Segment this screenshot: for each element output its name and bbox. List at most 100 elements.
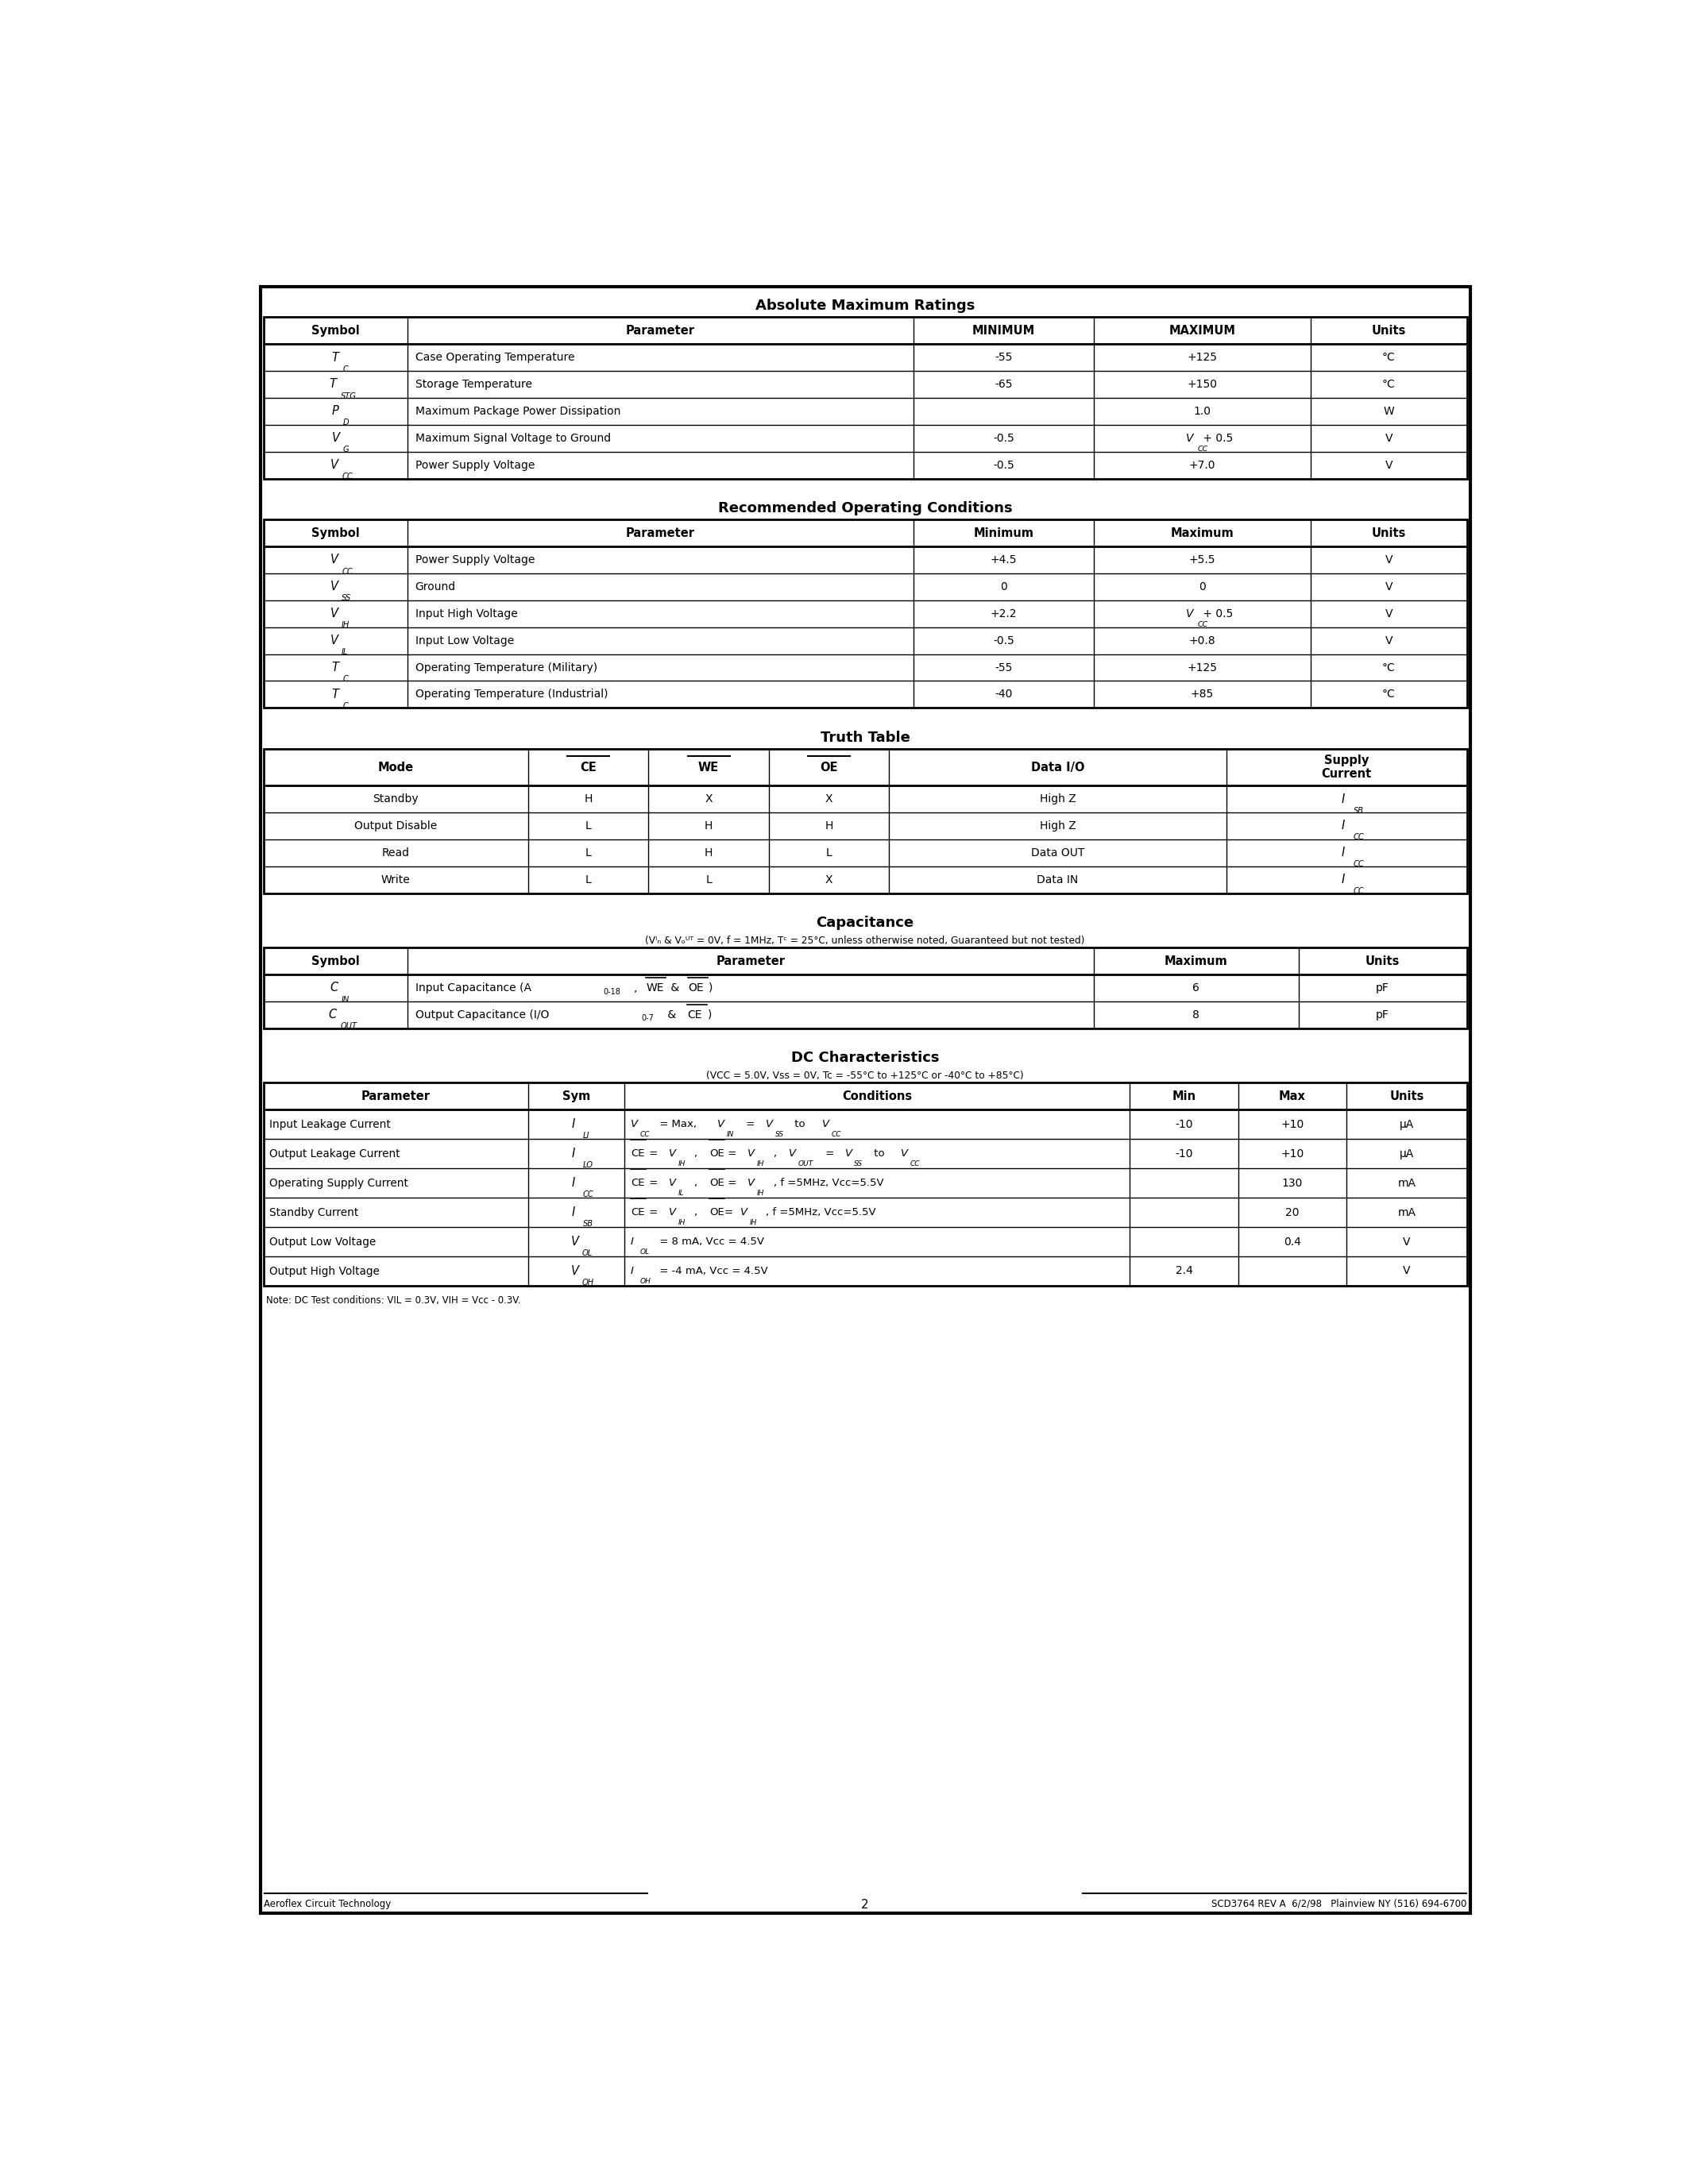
Text: ,: ,: [694, 1208, 701, 1216]
Text: IL: IL: [679, 1190, 684, 1197]
Text: IN: IN: [341, 996, 349, 1002]
Text: V: V: [329, 581, 338, 592]
Text: Sym: Sym: [562, 1090, 591, 1103]
Text: Maximum: Maximum: [1165, 954, 1227, 968]
Text: V: V: [901, 1149, 908, 1160]
Text: WE: WE: [647, 983, 663, 994]
Text: CC: CC: [830, 1131, 841, 1138]
Text: Ground: Ground: [415, 581, 456, 592]
Text: T: T: [329, 378, 336, 391]
Text: CE: CE: [687, 1009, 702, 1020]
Text: Minimum: Minimum: [974, 526, 1033, 539]
Text: 0.4: 0.4: [1283, 1236, 1301, 1247]
Text: mA: mA: [1398, 1208, 1416, 1219]
Text: LO: LO: [582, 1162, 592, 1168]
Text: Symbol: Symbol: [311, 954, 360, 968]
Text: V: V: [668, 1177, 675, 1188]
Text: V: V: [748, 1177, 755, 1188]
Text: -0.5: -0.5: [993, 636, 1014, 646]
Text: °C: °C: [1382, 688, 1396, 701]
Text: H: H: [584, 793, 592, 804]
Text: IL: IL: [341, 649, 348, 655]
Text: Data OUT: Data OUT: [1031, 847, 1084, 858]
Text: Parameter: Parameter: [626, 526, 695, 539]
Text: ): ): [707, 1009, 712, 1020]
Text: IH: IH: [341, 620, 349, 629]
Text: Mode: Mode: [378, 762, 414, 773]
Text: I: I: [631, 1267, 633, 1275]
Text: 6: 6: [1192, 983, 1200, 994]
Bar: [263, 1083, 1467, 1286]
Text: Write: Write: [381, 874, 410, 885]
Text: DC Characteristics: DC Characteristics: [792, 1051, 939, 1066]
Bar: [263, 948, 1467, 1029]
Text: I: I: [571, 1118, 576, 1131]
Text: Operating Temperature (Military): Operating Temperature (Military): [415, 662, 598, 673]
Text: Power Supply Voltage: Power Supply Voltage: [415, 555, 535, 566]
Text: Capacitance: Capacitance: [817, 915, 913, 930]
Text: OE: OE: [820, 762, 837, 773]
Text: ,: ,: [694, 1149, 701, 1160]
Text: CC: CC: [1354, 834, 1364, 841]
Text: Case Operating Temperature: Case Operating Temperature: [415, 352, 574, 363]
Text: CC: CC: [341, 472, 353, 480]
Text: I: I: [571, 1177, 576, 1188]
Text: V: V: [1403, 1265, 1411, 1278]
Text: IH: IH: [679, 1219, 685, 1227]
Text: V: V: [329, 607, 338, 620]
Text: &: &: [665, 1009, 680, 1020]
Text: Data IN: Data IN: [1036, 874, 1079, 885]
Text: Supply
Current: Supply Current: [1322, 753, 1372, 780]
Text: +85: +85: [1190, 688, 1214, 701]
Text: I: I: [1342, 819, 1345, 832]
Text: 130: 130: [1281, 1177, 1303, 1188]
Text: D: D: [343, 419, 349, 426]
Text: 1.0: 1.0: [1193, 406, 1210, 417]
Text: °C: °C: [1382, 662, 1396, 673]
Text: OL: OL: [640, 1249, 650, 1256]
Text: +2.2: +2.2: [991, 607, 1016, 620]
Text: 0: 0: [1198, 581, 1205, 592]
Text: OE: OE: [709, 1208, 724, 1216]
Text: High Z: High Z: [1040, 793, 1075, 804]
Text: Maximum: Maximum: [1170, 526, 1234, 539]
Text: V: V: [1384, 607, 1393, 620]
Text: IN: IN: [726, 1131, 734, 1138]
Text: WE: WE: [699, 762, 719, 773]
Text: -10: -10: [1175, 1149, 1193, 1160]
Text: MINIMUM: MINIMUM: [972, 325, 1035, 336]
Text: + 0.5: + 0.5: [1200, 432, 1234, 443]
Text: pF: pF: [1376, 1009, 1389, 1020]
Text: OE: OE: [709, 1177, 724, 1188]
Text: V: V: [1403, 1236, 1411, 1247]
Text: W: W: [1382, 406, 1394, 417]
Text: Units: Units: [1366, 954, 1399, 968]
Text: CC: CC: [1354, 860, 1364, 869]
Text: -0.5: -0.5: [993, 432, 1014, 443]
Text: V: V: [788, 1149, 795, 1160]
Text: Symbol: Symbol: [311, 526, 360, 539]
Text: T: T: [331, 662, 339, 673]
Text: I: I: [571, 1149, 576, 1160]
Text: , f =5MHz, Vcc=5.5V: , f =5MHz, Vcc=5.5V: [773, 1177, 883, 1188]
Text: =: =: [822, 1149, 837, 1160]
Text: Maximum Signal Voltage to Ground: Maximum Signal Voltage to Ground: [415, 432, 611, 443]
Text: Truth Table: Truth Table: [820, 729, 910, 745]
Text: OE: OE: [709, 1149, 724, 1160]
Text: CC: CC: [1197, 620, 1207, 629]
Text: (Vᴵₙ & Vₒᵁᵀ = 0V, f = 1MHz, Tᶜ = 25°C, unless otherwise noted, Guaranteed but no: (Vᴵₙ & Vₒᵁᵀ = 0V, f = 1MHz, Tᶜ = 25°C, u…: [645, 935, 1085, 946]
Text: μA: μA: [1399, 1118, 1415, 1129]
Text: Output Leakage Current: Output Leakage Current: [270, 1149, 400, 1160]
Text: 2: 2: [861, 1898, 869, 1911]
Text: ): ): [709, 983, 712, 994]
Text: -10: -10: [1175, 1118, 1193, 1129]
Text: SS: SS: [854, 1160, 863, 1168]
Text: + 0.5: + 0.5: [1200, 607, 1234, 620]
Text: -40: -40: [994, 688, 1013, 701]
Text: =: =: [647, 1177, 662, 1188]
Text: , f =5MHz, Vcc=5.5V: , f =5MHz, Vcc=5.5V: [766, 1208, 876, 1216]
Text: = Max,: = Max,: [657, 1118, 701, 1129]
Text: 2.4: 2.4: [1175, 1265, 1193, 1278]
Text: C: C: [329, 983, 338, 994]
Text: Units: Units: [1371, 526, 1406, 539]
